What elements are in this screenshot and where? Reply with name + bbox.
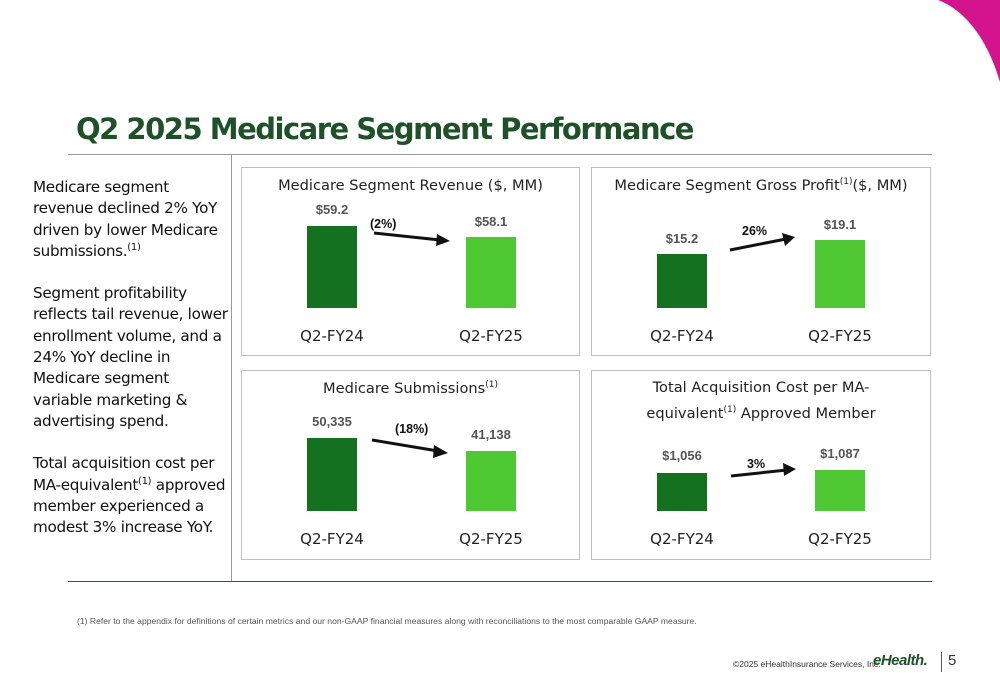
bar-q2-fy25 (815, 240, 865, 308)
bar-q2-fy24 (307, 438, 357, 511)
commentary-acquisition-cost: Total acquisition cost per MA-equivalent… (33, 454, 226, 537)
value-label: $1,056 (662, 448, 702, 463)
value-label: $1,087 (820, 446, 860, 461)
acquisition-cost-chart-panel: Total Acquisition Cost per MA- equivalen… (591, 370, 931, 560)
gross-profit-chart-panel: Medicare Segment Gross Profit(1)($, MM) … (591, 167, 931, 356)
change-label: (18%) (395, 422, 429, 436)
category-label: Q2-FY24 (650, 327, 714, 345)
category-label: Q2-FY25 (808, 530, 872, 548)
page-number: 5 (948, 652, 957, 669)
category-label: Q2-FY24 (300, 530, 364, 548)
value-label: $58.1 (474, 214, 508, 229)
bar-q2-fy24 (307, 226, 357, 308)
logo-divider (941, 652, 942, 672)
bar-q2-fy24 (657, 473, 707, 511)
ehealth-logo: eHealth. (873, 652, 928, 669)
change-label: 26% (742, 224, 768, 238)
category-label: Q2-FY25 (459, 327, 523, 345)
change-label: (2%) (370, 217, 397, 231)
column-divider (231, 154, 232, 582)
bottom-rule (68, 581, 932, 582)
value-label: $15.2 (665, 231, 699, 246)
gross-profit-chart-title: Medicare Segment Gross Profit(1)($, MM) (614, 177, 908, 194)
bar-q2-fy25 (466, 237, 516, 308)
corner-accent (938, 0, 1000, 82)
title-rule (68, 154, 932, 155)
bar-q2-fy25 (466, 451, 516, 511)
bar-q2-fy25 (815, 470, 865, 511)
submissions-chart-title: Medicare Submissions(1) (323, 380, 498, 397)
change-arrow (373, 231, 450, 246)
commentary-profitability: Segment profitability reflects tail reve… (33, 284, 228, 430)
commentary-revenue: Medicare segment revenue declined 2% YoY… (33, 178, 218, 260)
page-title: Q2 2025 Medicare Segment Performance (76, 112, 694, 146)
acquisition-cost-chart-title: Total Acquisition Cost per MA- equivalen… (646, 379, 876, 422)
category-label: Q2-FY25 (808, 327, 872, 345)
value-label: $59.2 (315, 202, 349, 217)
revenue-chart-title: Medicare Segment Revenue ($, MM) (278, 177, 543, 194)
bar-q2-fy24 (657, 254, 707, 308)
value-label: 50,335 (312, 414, 352, 429)
submissions-chart-panel: Medicare Submissions(1) 50,335 41,138 (1… (241, 370, 580, 560)
change-arrow (730, 463, 796, 478)
revenue-chart-panel: Medicare Segment Revenue ($, MM) $59.2 $… (241, 167, 580, 356)
value-label: 41,138 (471, 427, 511, 442)
copyright: ©2025 eHealthInsurance Services, Inc. (733, 659, 881, 669)
change-arrow (729, 233, 795, 252)
category-label: Q2-FY24 (650, 530, 714, 548)
change-arrow (371, 438, 448, 458)
category-label: Q2-FY25 (459, 530, 523, 548)
value-label: $19.1 (823, 217, 857, 232)
footnote: (1) Refer to the appendix for definition… (77, 616, 697, 626)
commentary: Medicare segment revenue declined 2% YoY… (33, 177, 228, 559)
category-label: Q2-FY24 (300, 327, 364, 345)
change-label: 3% (747, 457, 766, 471)
